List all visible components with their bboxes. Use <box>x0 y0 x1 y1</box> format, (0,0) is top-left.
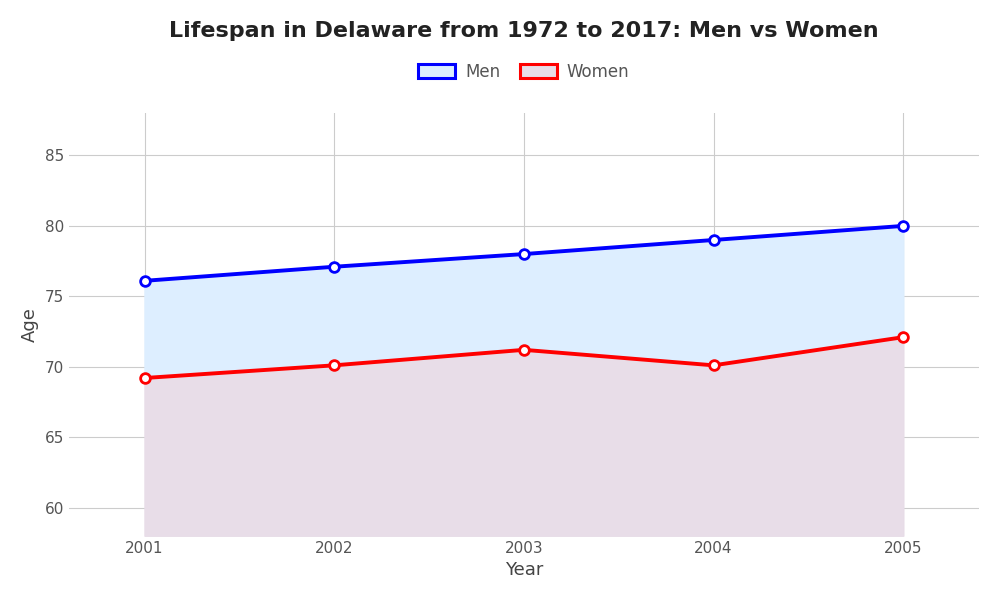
Y-axis label: Age: Age <box>21 307 39 342</box>
X-axis label: Year: Year <box>505 561 543 579</box>
Title: Lifespan in Delaware from 1972 to 2017: Men vs Women: Lifespan in Delaware from 1972 to 2017: … <box>169 21 879 41</box>
Legend: Men, Women: Men, Women <box>412 56 636 88</box>
